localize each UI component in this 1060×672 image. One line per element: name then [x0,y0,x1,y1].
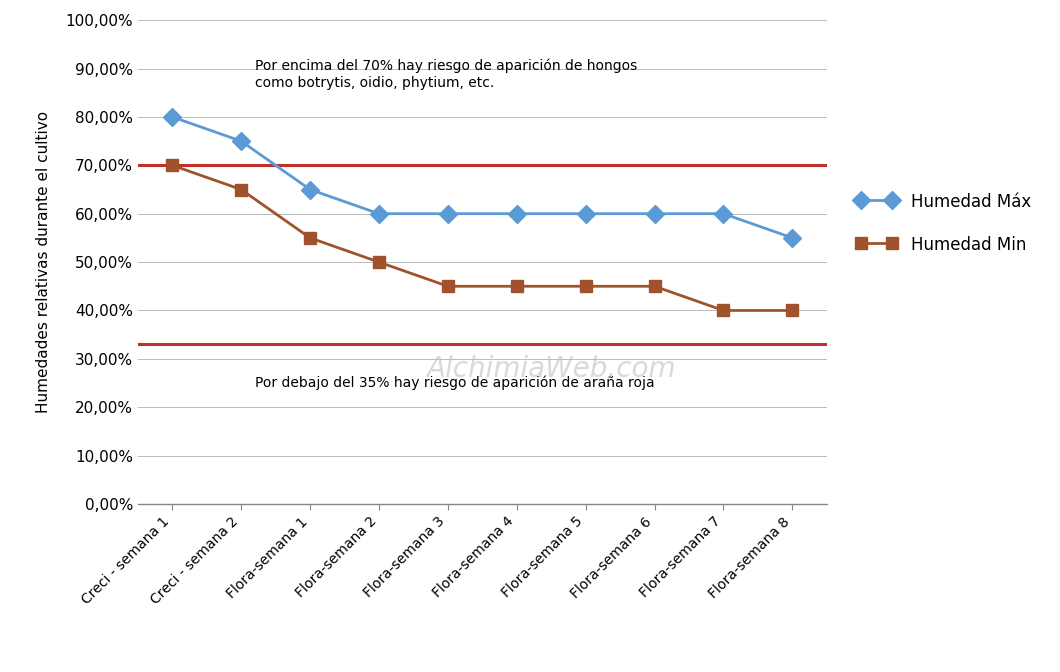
Humedad Máx [165,113,178,121]
Humedad Máx [649,210,661,218]
Humedad Min [717,306,729,314]
Humedad Máx [442,210,455,218]
Line: Humedad Min: Humedad Min [166,159,798,317]
Humedad Min [373,258,386,266]
Humedad Min [165,161,178,169]
Humedad Máx [235,137,248,145]
Humedad Min [580,282,593,290]
Text: AlchimiaWeb.com: AlchimiaWeb.com [426,355,676,382]
Humedad Min [511,282,524,290]
Y-axis label: Humedades relativas durante el cultivo: Humedades relativas durante el cultivo [36,111,52,413]
Humedad Min [787,306,799,314]
Humedad Min [235,185,248,194]
Humedad Min [649,282,661,290]
Humedad Máx [580,210,593,218]
Legend: Humedad Máx, Humedad Min: Humedad Máx, Humedad Min [849,186,1038,261]
Text: Por debajo del 35% hay riesgo de aparición de araña roja: Por debajo del 35% hay riesgo de aparici… [255,376,655,390]
Humedad Min [442,282,455,290]
Humedad Máx [511,210,524,218]
Humedad Máx [304,185,317,194]
Humedad Máx [373,210,386,218]
Line: Humedad Máx: Humedad Máx [166,111,798,244]
Humedad Min [304,234,317,242]
Text: Por encima del 70% hay riesgo de aparición de hongos
como botrytis, oidio, phyti: Por encima del 70% hay riesgo de aparici… [255,59,637,89]
Humedad Máx [787,234,799,242]
Humedad Máx [717,210,729,218]
